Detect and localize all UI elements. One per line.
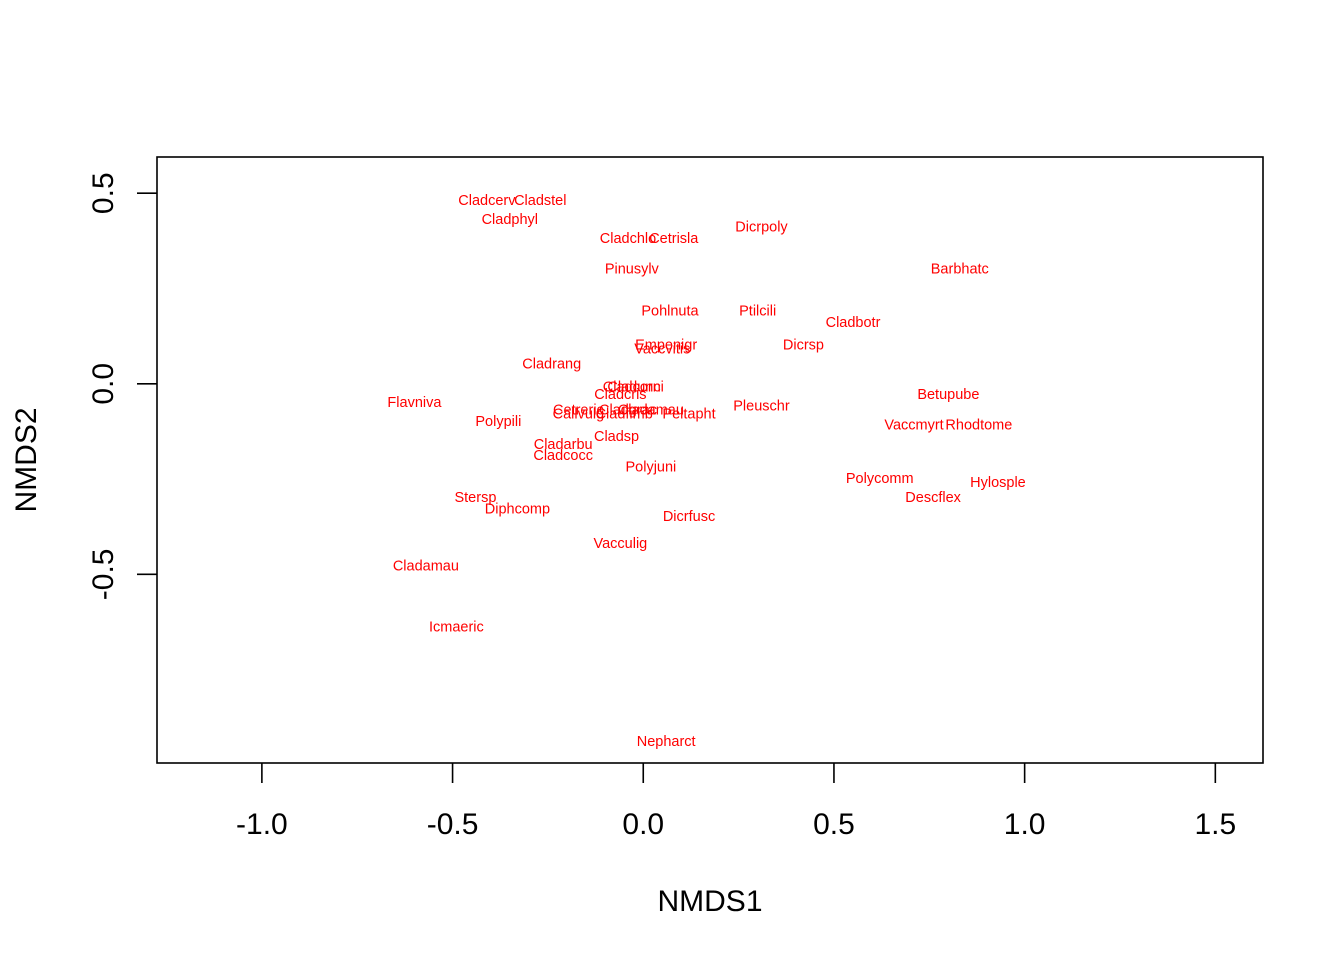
- species-label: Rhodtome: [945, 418, 1012, 434]
- species-label: Cladamau: [618, 402, 684, 418]
- species-label: Icmaeric: [429, 620, 484, 636]
- species-label: Callvulg: [553, 406, 605, 422]
- species-label: Hylosple: [970, 475, 1026, 491]
- x-axis: -1.0 -0.5 0.0 0.5 1.0 1.5: [236, 763, 1236, 841]
- species-label: Polyjuni: [625, 460, 676, 476]
- species-label: Stersp: [454, 490, 496, 506]
- species-label: Cetrisla: [649, 231, 699, 247]
- species-label: Vacculig: [594, 536, 648, 552]
- species-label: Polypili: [475, 414, 521, 430]
- x-tick-label: 1.5: [1194, 808, 1236, 841]
- species-label: Cladstel: [514, 193, 566, 209]
- species-label: Dicrpoly: [735, 220, 788, 236]
- y-axis: -0.5 0.0 0.5: [87, 172, 157, 600]
- species-label: Cladsp: [594, 429, 639, 445]
- species-label: Polycomm: [846, 471, 914, 487]
- species-label: Cladarbu: [534, 437, 593, 453]
- plot-frame: [156, 156, 1264, 764]
- species-label: Pinusylv: [605, 261, 660, 277]
- x-tick-label: -0.5: [427, 808, 479, 841]
- species-label: Dicrfusc: [663, 509, 715, 525]
- x-tick-label: 0.5: [813, 808, 855, 841]
- species-label: Cladunci: [607, 380, 663, 396]
- species-label: Cladrang: [522, 357, 581, 373]
- species-label: Cladcocc: [533, 448, 593, 464]
- species-label: Diphcomp: [485, 502, 550, 518]
- species-label: Cladchlo: [600, 231, 656, 247]
- species-label: Flavniva: [387, 395, 442, 411]
- species-label: Peltapht: [662, 406, 715, 422]
- y-tick-label: 0.5: [87, 172, 120, 214]
- x-tick-label: -1.0: [236, 808, 288, 841]
- species-label: Cladbotr: [826, 315, 881, 331]
- species-label: Cladcris: [594, 387, 646, 403]
- species-label: Cladfimb: [596, 406, 653, 422]
- x-tick-label: 0.0: [622, 808, 664, 841]
- species-label: Empenigr: [635, 338, 697, 354]
- species-label: Vaccvitis: [634, 341, 690, 357]
- species-label: Nepharct: [637, 734, 696, 750]
- species-label: Descflex: [905, 490, 961, 506]
- species-label: Pohlnuta: [641, 303, 699, 319]
- y-tick-label: 0.0: [87, 363, 120, 405]
- species-label: Cladcorn: [603, 380, 661, 396]
- species-label: Dicrsp: [783, 338, 824, 354]
- species-label: Cladamau: [393, 559, 459, 575]
- species-label: Betupube: [917, 387, 979, 403]
- species-label: Cladphyl: [482, 212, 538, 228]
- species-label: Cladgrac: [599, 402, 657, 418]
- species-label: Ptilcili: [739, 303, 776, 319]
- species-label: Pleuschr: [733, 399, 790, 415]
- species-label: Vaccmyrt: [884, 418, 943, 434]
- species-label: Cladcerv: [458, 193, 516, 209]
- x-axis-title: NMDS1: [657, 885, 762, 918]
- species-label: Barbhatc: [931, 261, 989, 277]
- y-tick-label: -0.5: [87, 548, 120, 600]
- y-axis-title: NMDS2: [10, 407, 43, 512]
- species-label: Cetreric: [553, 402, 604, 418]
- x-tick-label: 1.0: [1004, 808, 1046, 841]
